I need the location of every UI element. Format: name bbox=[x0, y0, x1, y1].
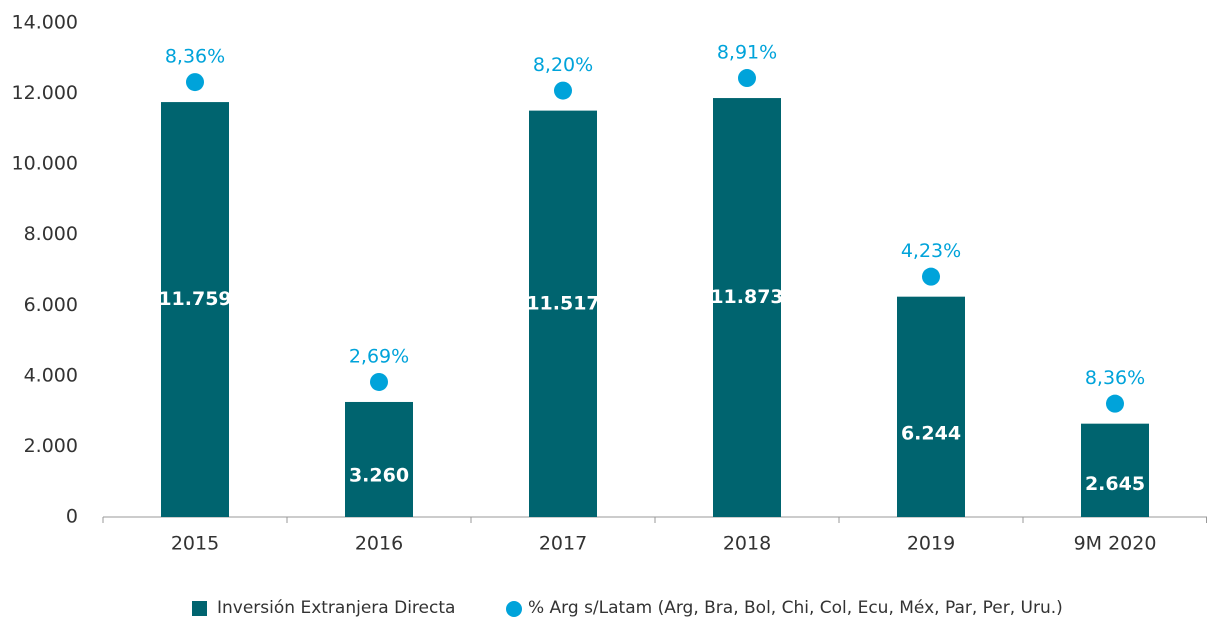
legend-swatch bbox=[506, 601, 522, 617]
dot bbox=[186, 73, 204, 92]
x-tick-label: 9M 2020 bbox=[1074, 533, 1157, 555]
y-tick-label: 2.000 bbox=[24, 435, 78, 457]
bar bbox=[1081, 423, 1149, 517]
dot-value-label: 8,20% bbox=[533, 54, 593, 76]
x-tick-label: 2018 bbox=[723, 533, 771, 555]
y-tick-label: 4.000 bbox=[24, 364, 78, 386]
dot bbox=[370, 372, 388, 391]
bar-value-label: 6.244 bbox=[901, 422, 961, 444]
y-tick-label: 0 bbox=[66, 506, 78, 528]
legend-swatch bbox=[192, 601, 207, 616]
y-tick-label: 14.000 bbox=[12, 12, 78, 34]
x-tick-label: 2017 bbox=[539, 533, 587, 555]
dot-value-label: 8,36% bbox=[165, 46, 225, 68]
bar-value-label: 2.645 bbox=[1085, 473, 1145, 495]
dot bbox=[922, 267, 940, 286]
legend-label: % Arg s/Latam (Arg, Bra, Bol, Chi, Col, … bbox=[528, 598, 1063, 618]
bar bbox=[529, 110, 597, 517]
dot-value-label: 2,69% bbox=[349, 345, 409, 367]
y-tick-label: 6.000 bbox=[24, 294, 78, 316]
bar-value-label: 11.873 bbox=[710, 286, 783, 308]
x-tick-label: 2016 bbox=[355, 533, 403, 555]
bar bbox=[345, 401, 413, 517]
dot bbox=[1106, 394, 1124, 413]
y-tick-label: 10.000 bbox=[12, 153, 78, 175]
legend-label: Inversión Extranjera Directa bbox=[217, 598, 455, 618]
bar bbox=[897, 296, 965, 517]
y-tick-label: 8.000 bbox=[24, 223, 78, 245]
bar-value-label: 11.759 bbox=[158, 288, 231, 310]
bar bbox=[161, 102, 229, 517]
bar-value-label: 3.260 bbox=[349, 464, 409, 486]
dot bbox=[554, 81, 572, 100]
x-tick-label: 2015 bbox=[171, 533, 219, 555]
dot-value-label: 4,23% bbox=[901, 240, 961, 262]
y-tick-label: 12.000 bbox=[12, 82, 78, 104]
x-tick-label: 2019 bbox=[907, 533, 955, 555]
dot-value-label: 8,36% bbox=[1085, 367, 1145, 389]
bar-value-label: 11.517 bbox=[526, 292, 599, 314]
bar bbox=[713, 98, 781, 518]
dot-value-label: 8,91% bbox=[717, 42, 777, 64]
dot bbox=[738, 69, 756, 88]
